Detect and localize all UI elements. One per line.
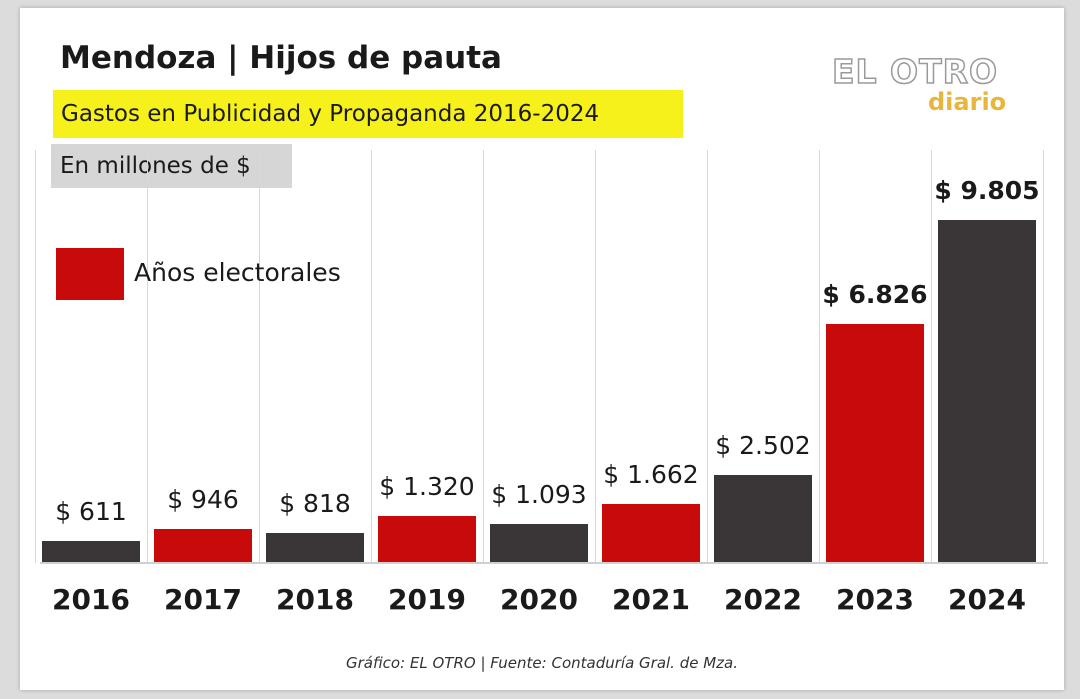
grid-separator <box>931 150 932 563</box>
x-tick-2016: 2016 <box>52 583 130 616</box>
value-label-2017: $ 946 <box>167 485 239 514</box>
grid-separator <box>1043 150 1044 563</box>
bar-2022 <box>714 474 812 562</box>
bar-plot-area: $ 611 2016 $ 946 2017 $ 818 2018 $ 1.320 2019 $ … <box>20 8 1064 690</box>
x-tick-2024: 2024 <box>948 583 1026 616</box>
bar-2016 <box>42 540 140 562</box>
x-tick-2017: 2017 <box>164 583 242 616</box>
value-label-2022: $ 2.502 <box>715 430 811 460</box>
source-note: Gráfico: EL OTRO | Fuente: Contaduría Gr… <box>345 654 739 672</box>
chart-title: Mendoza | Hijos de pauta <box>60 40 502 76</box>
x-tick-2023: 2023 <box>836 583 914 616</box>
logo-text-line1: EL OTRO <box>831 51 999 92</box>
grid-separator <box>707 150 708 563</box>
x-tick-2021: 2021 <box>612 583 690 616</box>
value-label-2023: $ 6.826 <box>822 279 928 309</box>
value-label-2016: $ 611 <box>55 496 127 526</box>
legend-swatch-electoral <box>56 248 124 300</box>
value-label-2019: $ 1.320 <box>379 471 475 501</box>
units-label: En millones de $ <box>51 144 292 188</box>
grid-separator <box>147 150 148 563</box>
value-label-2021: $ 1.662 <box>603 460 699 490</box>
bar-2017 <box>154 529 252 562</box>
bar-2020 <box>490 523 588 562</box>
el-otro-logo: EL OTRO diario <box>830 51 1030 122</box>
bar-2023 <box>826 323 924 562</box>
bar-2018 <box>266 533 364 562</box>
grid-separator <box>819 150 820 563</box>
value-label-2018: $ 818 <box>279 489 351 519</box>
x-tick-2020: 2020 <box>500 583 578 616</box>
grid-separator <box>35 150 36 563</box>
bar-2019 <box>378 515 476 562</box>
x-axis-baseline <box>40 562 1048 564</box>
legend-label: Años electorales <box>134 258 341 287</box>
grid-separator <box>595 150 596 563</box>
chart-subtitle: Gastos en Publicidad y Propaganda 2016-2… <box>53 90 683 138</box>
grid-separator <box>483 150 484 563</box>
value-label-2024: $ 9.805 <box>934 176 1040 205</box>
grid-separator <box>371 150 372 563</box>
chart-card: Mendoza | Hijos de pauta Gastos en Publi… <box>20 8 1064 690</box>
grid-separator <box>259 150 260 563</box>
bar-2021 <box>602 504 700 562</box>
bar-2024 <box>938 220 1036 562</box>
x-tick-2018: 2018 <box>276 583 354 616</box>
value-label-2020: $ 1.093 <box>491 479 587 509</box>
x-tick-2019: 2019 <box>388 583 466 616</box>
logo-text-line2: diario <box>928 88 1007 116</box>
x-tick-2022: 2022 <box>724 583 802 616</box>
